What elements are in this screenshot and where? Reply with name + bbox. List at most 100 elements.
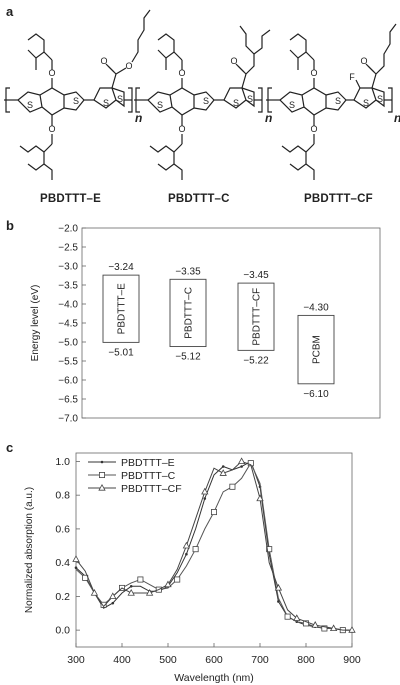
- panel-label-a: a: [6, 4, 14, 19]
- oxygen-label: O: [310, 68, 317, 78]
- energy-y-tick-label: −4.0: [58, 300, 78, 311]
- oxygen-label: O: [230, 56, 237, 66]
- absorption-chart: Normalized absorption (a.u.) Wavelength …: [24, 452, 361, 684]
- homo-value-label: −5.22: [243, 355, 269, 366]
- oxygen-label: O: [48, 124, 55, 134]
- absorption-y-tick-label: 0.4: [55, 557, 70, 569]
- oxygen-label: O: [125, 61, 132, 71]
- data-point: [137, 576, 144, 583]
- energy-box-label: PBDTTT–CF: [252, 288, 263, 346]
- sulfur-label: S: [203, 96, 209, 106]
- data-point: [145, 588, 154, 596]
- data-point: [237, 457, 246, 465]
- data-point: [321, 625, 328, 632]
- energy-y-tick-label: −6.5: [58, 395, 78, 406]
- absorption-y-tick-label: 0.2: [55, 591, 70, 603]
- molecule-structures: O O S S S S O O O O S S S S O O O S S S …: [4, 9, 400, 180]
- energy-y-tick-label: −2.5: [58, 243, 78, 254]
- data-point: [201, 487, 209, 495]
- series-line: [75, 462, 352, 631]
- sulfur-label: S: [157, 100, 163, 110]
- data-point: [240, 465, 243, 468]
- data-point: [266, 546, 273, 553]
- energy-box-label: PBDTTT–E: [117, 283, 128, 334]
- homo-value-label: −5.01: [108, 347, 134, 358]
- energy-y-tick-label: −5.5: [58, 357, 78, 368]
- oxygen-label: O: [178, 68, 185, 78]
- data-point: [72, 555, 80, 562]
- repeat-unit-n: n: [135, 111, 142, 125]
- data-point: [127, 588, 135, 596]
- absorption-x-tick-label: 300: [67, 654, 85, 666]
- homo-value-label: −6.10: [303, 389, 329, 400]
- data-point: [98, 483, 106, 491]
- energy-y-tick-label: −6.0: [58, 376, 78, 387]
- energy-y-tick-label: −3.5: [58, 281, 78, 292]
- legend-label: PBDTTT–E: [121, 457, 175, 469]
- absorption-x-tick-label: 600: [205, 654, 223, 666]
- lumo-value-label: −3.35: [175, 266, 201, 277]
- sulfur-label: S: [73, 96, 79, 106]
- homo-value-label: −5.12: [175, 352, 201, 363]
- energy-level-box: [169, 278, 207, 348]
- sulfur-label: S: [103, 98, 109, 108]
- data-point: [210, 509, 217, 516]
- absorption-x-tick-label: 400: [113, 654, 131, 666]
- molecule-name-1: PBDTTT–E: [40, 193, 102, 205]
- absorption-plot-frame: [75, 452, 353, 648]
- series-line: [75, 460, 352, 631]
- legend-label: PBDTTT–C: [121, 470, 176, 482]
- data-point: [277, 600, 280, 603]
- fluorine-label: F: [349, 72, 355, 82]
- absorption-y-tick-label: 0.8: [55, 490, 70, 502]
- absorption-y-tick-label: 0.0: [55, 625, 70, 637]
- data-point: [90, 588, 99, 596]
- data-point: [229, 483, 236, 490]
- energy-level-box: [102, 274, 140, 343]
- lumo-value-label: −3.45: [243, 270, 269, 281]
- oxygen-label: O: [178, 124, 185, 134]
- data-point: [100, 601, 107, 608]
- oxygen-label: O: [100, 56, 107, 66]
- lumo-value-label: −3.24: [108, 262, 134, 273]
- absorption-x-axis-label: Wavelength (nm): [174, 672, 254, 684]
- energy-y-tick-label: −3.0: [58, 262, 78, 273]
- energy-y-tick-label: −5.0: [58, 338, 78, 349]
- data-point: [221, 465, 225, 468]
- molecule-3-structure: [266, 23, 397, 180]
- data-point: [74, 566, 78, 570]
- sulfur-label: S: [335, 96, 341, 106]
- energy-level-box: [297, 314, 335, 385]
- energy-y-tick-label: −7.0: [58, 414, 78, 425]
- data-point: [293, 614, 301, 621]
- molecule-name-3: PBDTTT–CF: [304, 193, 373, 205]
- data-point: [192, 546, 199, 553]
- data-point: [164, 580, 172, 588]
- data-point: [329, 624, 338, 632]
- absorption-y-tick-label: 1.0: [55, 456, 70, 468]
- data-point: [182, 541, 191, 549]
- data-point: [311, 621, 319, 628]
- energy-box-label: PBDTTT–C: [184, 287, 195, 339]
- data-point: [100, 460, 104, 464]
- absorption-y-axis-label: Normalized absorption (a.u.): [24, 487, 35, 613]
- oxygen-label: O: [48, 68, 55, 78]
- series-line: [75, 460, 352, 631]
- molecule-name-2: PBDTTT–C: [168, 193, 230, 205]
- data-point: [219, 469, 227, 476]
- data-point: [302, 620, 309, 627]
- energy-y-tick-label: −4.5: [58, 319, 78, 330]
- lumo-value-label: −4.30: [303, 302, 329, 313]
- absorption-x-tick-label: 900: [343, 654, 361, 666]
- data-point: [99, 471, 106, 478]
- data-point: [174, 576, 181, 583]
- absorption-x-tick-label: 800: [297, 654, 315, 666]
- oxygen-label: O: [360, 56, 367, 66]
- data-point: [185, 552, 188, 556]
- repeat-unit-n: n: [394, 111, 400, 125]
- energy-level-box: [237, 282, 275, 351]
- data-point: [129, 584, 133, 588]
- repeat-unit-n: n: [265, 111, 272, 125]
- energy-y-tick-label: −2.0: [58, 224, 78, 235]
